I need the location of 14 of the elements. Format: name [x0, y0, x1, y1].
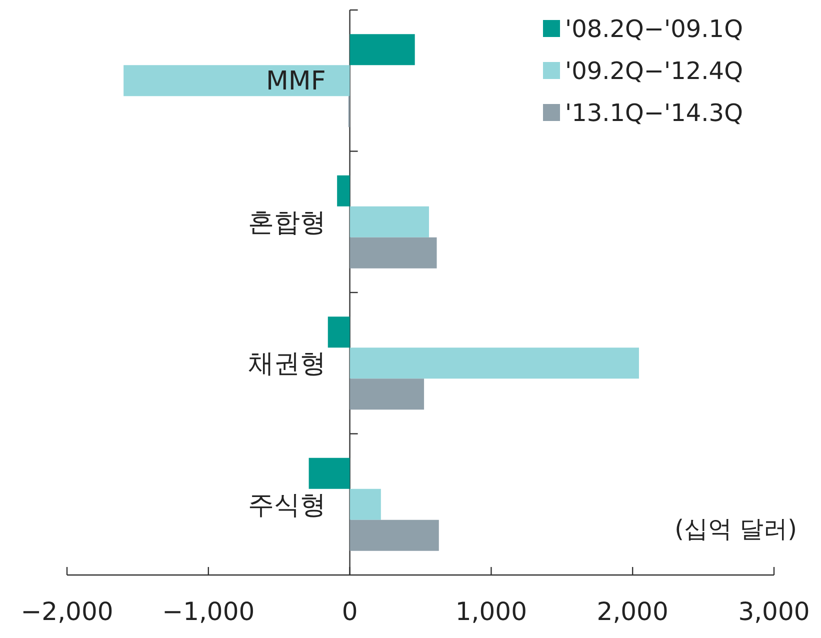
y-tick-label: MMF	[266, 66, 326, 97]
y-tick-label: 채권형	[248, 349, 326, 380]
x-tick-label: −1,000	[162, 597, 255, 626]
x-tick-label: 0	[342, 597, 358, 626]
legend-label: '08.2Q−'09.1Q	[565, 15, 743, 43]
x-tick-label: 2,000	[596, 597, 668, 626]
x-tick-label: −2,000	[20, 597, 114, 626]
x-tick-label: 3,000	[738, 597, 810, 626]
legend-label: '09.2Q−'12.4Q	[565, 57, 743, 85]
y-tick-label: 혼합형	[248, 208, 326, 238]
x-tick-label: 1,000	[455, 597, 527, 626]
annotation: (십억 달러)	[674, 515, 797, 543]
y-tick-label: 주식형	[248, 490, 326, 520]
legend-label: '13.1Q−'14.3Q	[565, 99, 743, 127]
